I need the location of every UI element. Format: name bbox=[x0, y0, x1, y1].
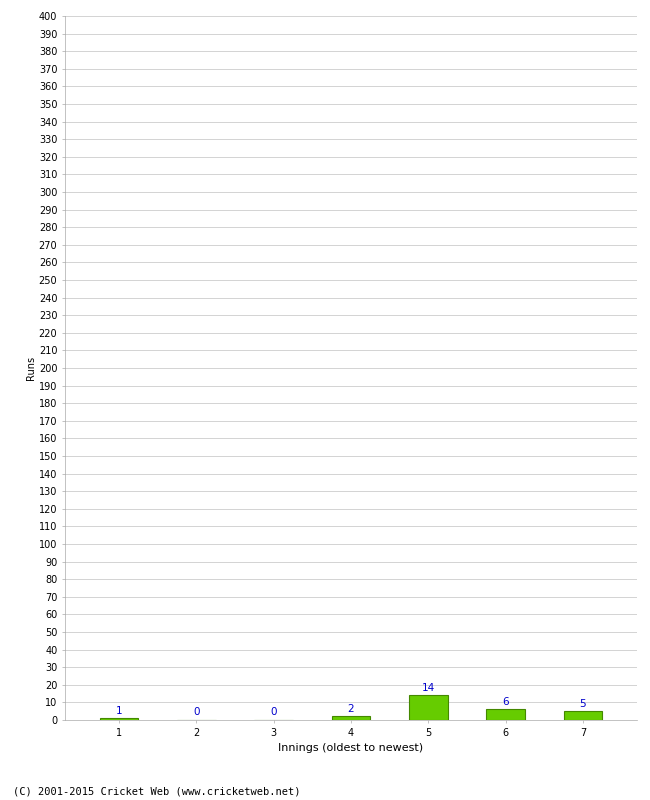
X-axis label: Innings (oldest to newest): Innings (oldest to newest) bbox=[278, 743, 424, 753]
Bar bbox=[409, 695, 448, 720]
Text: 2: 2 bbox=[348, 704, 354, 714]
Text: 14: 14 bbox=[422, 682, 435, 693]
Text: 6: 6 bbox=[502, 697, 509, 707]
Y-axis label: Runs: Runs bbox=[26, 356, 36, 380]
Text: (C) 2001-2015 Cricket Web (www.cricketweb.net): (C) 2001-2015 Cricket Web (www.cricketwe… bbox=[13, 786, 300, 796]
Text: 0: 0 bbox=[270, 707, 277, 718]
Text: 0: 0 bbox=[193, 707, 200, 718]
Bar bbox=[100, 718, 138, 720]
Text: 5: 5 bbox=[580, 698, 586, 709]
Bar bbox=[486, 710, 525, 720]
Bar bbox=[332, 717, 370, 720]
Text: 1: 1 bbox=[116, 706, 122, 715]
Bar bbox=[564, 711, 602, 720]
